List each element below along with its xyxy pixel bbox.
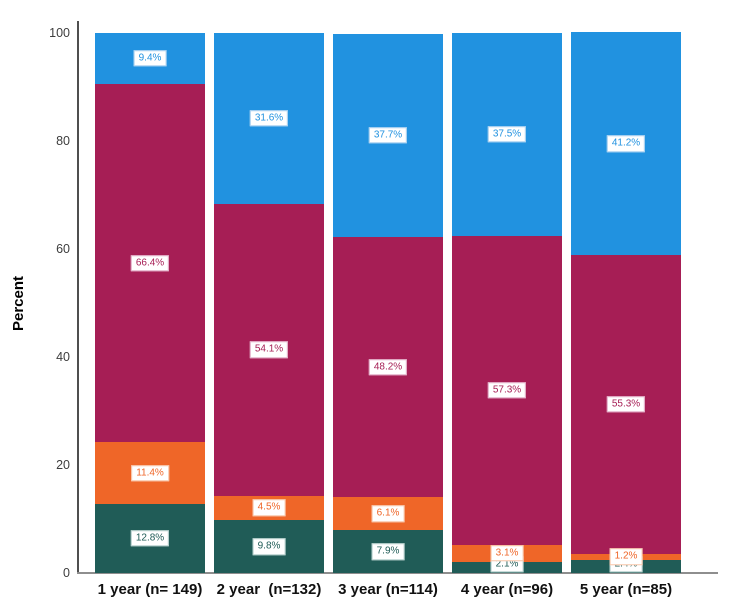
x-axis-line: [77, 572, 718, 574]
category-label: 5 year (n=85): [579, 581, 673, 598]
category-label: 2 year (n=132): [216, 581, 322, 598]
plot-area: 12.8% 11.4% 66.4% 9.4% 9.8% 4.5% 54.1% 31.6% 7.9…: [95, 32, 681, 573]
segment-value-label: 6.1%: [371, 505, 405, 523]
segment-value-label: 7.9%: [371, 543, 405, 560]
category-label: 1 year (n= 149): [97, 581, 203, 598]
y-tick-label: 0: [63, 566, 70, 580]
segment-value-label: 48.2%: [368, 359, 408, 376]
segment-value-label: 55.3%: [606, 396, 646, 413]
segment-value-label: 4.5%: [252, 499, 286, 517]
segment-value-label: 57.3%: [487, 381, 527, 399]
segment-value-label: 11.4%: [131, 464, 169, 482]
stacked-bar: 2.4%1.2%55.3%41.2%: [571, 32, 681, 573]
segment-value-label: 37.7%: [368, 127, 408, 144]
segment-value-label: 37.5%: [487, 126, 527, 143]
category-label: 4 year (n=96): [460, 581, 554, 598]
y-tick-label: 20: [56, 458, 70, 472]
y-tick-label: 60: [56, 242, 70, 256]
y-tick-label: 80: [56, 134, 70, 148]
stacked-bar: 7.9% 6.1% 48.2% 37.7%: [333, 33, 443, 573]
x-axis-labels: 1 year (n= 149) 2 year (n=132) 3 year (n=1…: [95, 581, 681, 598]
y-tick-label: 40: [56, 350, 70, 364]
segment-value-label: 12.8%: [130, 530, 170, 547]
segment-value-label: 54.1%: [249, 341, 289, 358]
segment-value-label: 31.6%: [249, 110, 289, 127]
segment-value-label: 9.8%: [252, 538, 286, 555]
segment-value-label: 41.2%: [606, 135, 646, 152]
stacked-bar: 9.8% 4.5% 54.1% 31.6%: [214, 33, 324, 573]
segment-value-label: 3.1%: [490, 545, 524, 562]
y-tick-label: 100: [49, 26, 70, 40]
stacked-bar: 2.1% 3.1% 57.3% 37.5%: [452, 33, 562, 573]
segment-value-label: 1.2%: [609, 548, 643, 566]
y-axis-line: [77, 21, 79, 573]
stacked-bar: 12.8% 11.4% 66.4% 9.4%: [95, 33, 205, 573]
segment-value-label: 66.4%: [130, 254, 170, 272]
category-label: 3 year (n=114): [338, 581, 438, 598]
y-axis-ticks: 0 20 40 60 80 100: [0, 26, 70, 580]
segment-value-label: 9.4%: [133, 50, 167, 67]
